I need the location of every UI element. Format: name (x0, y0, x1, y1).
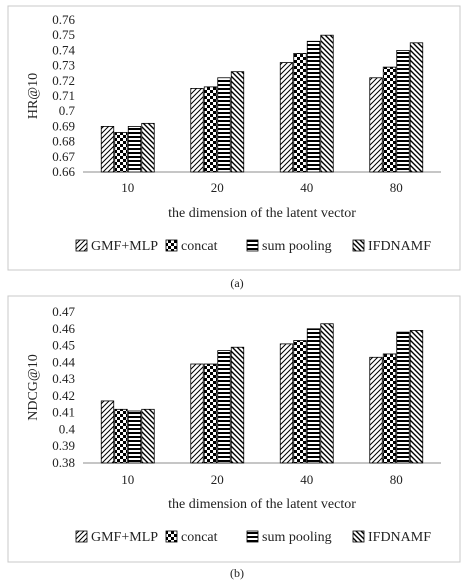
bar-sum-pooling-40 (306, 328, 321, 464)
chart-frame (7, 295, 461, 563)
legend-label: concat (181, 530, 218, 545)
legend-swatch (165, 239, 178, 252)
bar-ifdnamf-20 (230, 346, 245, 464)
legend-label: IFDNAMF (368, 530, 431, 545)
bar-concat-40 (293, 340, 307, 464)
bar-concat-20 (203, 86, 218, 173)
y-tick-label: 0.67 (52, 149, 75, 164)
bar-gmf-mlp-10 (100, 400, 115, 464)
y-tick-label: 0.75 (52, 27, 75, 42)
bar-sum-pooling-80 (396, 331, 410, 464)
y-tick-label: 0.39 (52, 438, 75, 453)
y-tick-label: 0.41 (52, 405, 75, 420)
bar-gmf-mlp-40 (279, 62, 294, 173)
x-tick-label: 40 (300, 180, 313, 195)
bar-gmf-mlp-20 (190, 88, 204, 173)
bar-gmf-mlp-80 (369, 356, 383, 464)
bar-concat-10 (114, 408, 128, 464)
panel-caption: (a) (230, 276, 243, 290)
x-tick-label: 10 (121, 472, 134, 487)
x-axis-title: the dimension of the latent vector (168, 206, 356, 221)
bar-concat-20 (203, 363, 218, 464)
bar-ifdnamf-40 (320, 323, 334, 464)
y-tick-label: 0.76 (52, 12, 75, 27)
bar-ifdnamf-80 (409, 330, 424, 464)
y-tick-label: 0.45 (52, 338, 75, 353)
legend-swatch (352, 239, 365, 252)
x-tick-label: 20 (211, 472, 224, 487)
chart-frame (7, 5, 461, 271)
y-tick-label: 0.73 (52, 58, 75, 73)
bar-sum-pooling-20 (217, 350, 231, 464)
bar-ifdnamf-10 (141, 122, 155, 173)
bar-concat-40 (293, 53, 307, 173)
x-tick-label: 80 (390, 472, 403, 487)
y-tick-label: 0.47 (52, 304, 75, 319)
panel-caption: (b) (230, 566, 244, 580)
bar-sum-pooling-40 (306, 40, 321, 173)
x-tick-label: 40 (300, 472, 313, 487)
y-tick-label: 0.46 (52, 321, 75, 336)
legend-swatch (75, 530, 88, 543)
legend-label: sum pooling (262, 530, 332, 545)
bar-gmf-mlp-80 (369, 77, 383, 173)
x-tick-label: 10 (121, 180, 134, 195)
bar-sum-pooling-10 (127, 410, 142, 464)
legend: GMF+MLP concat sum pooling IFDNAMF (75, 530, 431, 545)
y-tick-label: 0.4 (59, 421, 76, 436)
bar-concat-10 (114, 132, 128, 173)
y-tick-label: 0.71 (52, 88, 75, 103)
bar-gmf-mlp-40 (279, 343, 294, 464)
bar-gmf-mlp-20 (190, 363, 204, 464)
chart-panel-b: 0.38 0.39 0.40.41 0.42 0.43 0.440.45 0.46 0.47 N… (7, 295, 461, 580)
bar-ifdnamf-10 (141, 408, 155, 464)
legend-label: IFDNAMF (368, 239, 431, 254)
y-tick-label: 0.44 (52, 354, 75, 369)
bar-ifdnamf-80 (409, 42, 424, 173)
legend-swatch (165, 530, 178, 543)
x-tick-label: 20 (211, 180, 224, 195)
bar-gmf-mlp-10 (100, 126, 115, 173)
x-tick-label: 80 (390, 180, 403, 195)
bar-sum-pooling-80 (396, 50, 410, 173)
x-axis-title: the dimension of the latent vector (168, 497, 356, 512)
bar-ifdnamf-20 (230, 71, 245, 173)
legend-label: GMF+MLP (91, 239, 158, 254)
legend: GMF+MLP concat sum pooling IFDNAMF (75, 239, 431, 254)
y-axis-title: HR@10 (26, 73, 41, 119)
bar-sum-pooling-10 (127, 126, 142, 173)
y-tick-label: 0.69 (52, 118, 75, 133)
y-tick-label: 0.68 (52, 134, 75, 149)
legend-label: GMF+MLP (91, 530, 158, 545)
y-tick-label: 0.42 (52, 388, 75, 403)
bar-sum-pooling-20 (217, 77, 231, 173)
legend-swatch (246, 530, 259, 543)
bar-concat-80 (382, 66, 397, 173)
legend-label: concat (181, 239, 218, 254)
legend-swatch (352, 530, 365, 543)
y-tick-label: 0.72 (52, 73, 75, 88)
legend-swatch (246, 239, 259, 252)
bar-ifdnamf-40 (320, 34, 334, 173)
y-tick-label: 0.43 (52, 371, 75, 386)
y-axis-title: NDCG@10 (26, 354, 41, 421)
y-tick-label: 0.66 (52, 164, 75, 179)
legend-swatch (75, 239, 88, 252)
chart-panel-a: 0.660.670.680.690.70.710.720.730.740.750… (7, 5, 461, 290)
y-tick-label: 0.7 (59, 103, 76, 118)
y-tick-label: 0.38 (52, 455, 75, 470)
bar-concat-80 (382, 353, 397, 464)
y-tick-label: 0.74 (52, 42, 75, 57)
legend-label: sum pooling (262, 239, 332, 254)
